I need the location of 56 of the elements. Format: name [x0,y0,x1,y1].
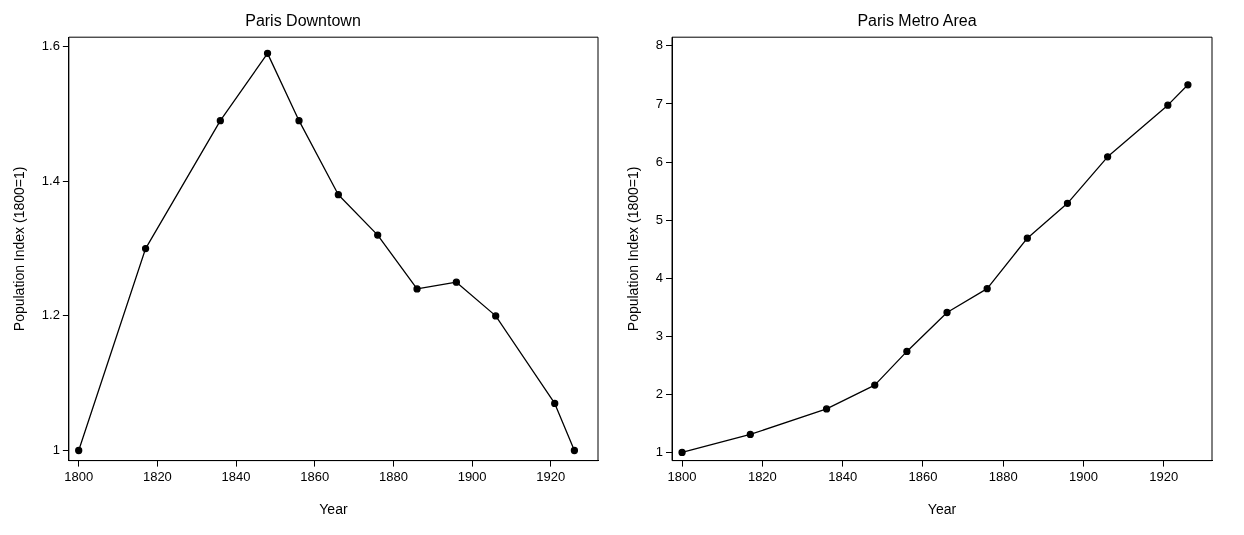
point [374,231,382,239]
point [492,312,500,320]
x-tick-label: 1880 [988,468,1018,484]
y-axis-title: Population Index (1800=1) [625,166,642,332]
y-tick-label: 1 [52,442,60,458]
x-tick-label: 1800 [667,468,697,484]
point [141,244,150,253]
point [943,308,951,317]
y-axis-title: Population Index (1800=1) [11,166,28,332]
y-tick-label: 1.2 [41,307,60,323]
y-tick-label: 8 [655,37,664,53]
x-tick-label: 1920 [1149,468,1179,484]
point [551,399,559,408]
x-tick-label: 1840 [221,468,251,484]
point [1103,153,1112,161]
point [295,117,303,125]
point [1184,81,1192,89]
x-tick-label: 1900 [1069,468,1098,484]
x-tick-label: 1860 [908,468,938,484]
y-tick-label: 7 [655,95,664,111]
point [216,117,224,125]
x-tick-label: 1820 [142,468,172,484]
point [75,446,83,455]
y-tick-label: 6 [655,153,664,169]
x-tick-label: 1840 [828,468,858,484]
point [1164,101,1172,109]
x-tick-label: 1900 [457,468,487,484]
x-axis-title: Year [927,501,957,518]
chart-title: Paris Downtown [245,12,361,30]
point [822,405,831,413]
x-tick-label: 1800 [64,468,94,484]
point [746,430,754,439]
point [334,191,342,199]
point [452,278,461,286]
x-tick-label: 1920 [536,468,566,484]
point [1023,234,1031,242]
point [678,448,686,457]
x-tick-label: 1860 [300,468,330,484]
y-tick-label: 2 [655,385,664,401]
x-axis-title: Year [319,501,348,518]
point [570,446,579,455]
y-tick-label: 4 [655,269,664,285]
point [1063,199,1072,207]
point [413,285,421,293]
chart-title: Paris Metro Area [857,12,977,30]
y-tick-label: 1.4 [41,172,60,188]
point [983,285,991,293]
y-tick-label: 1.6 [41,38,60,54]
x-tick-label: 1880 [378,468,408,484]
y-tick-label: 1 [655,444,664,460]
point [903,347,911,356]
x-tick-label: 1820 [747,468,777,484]
y-tick-label: 3 [655,327,664,343]
point [263,49,272,58]
point [871,381,879,389]
y-tick-label: 5 [655,211,664,227]
